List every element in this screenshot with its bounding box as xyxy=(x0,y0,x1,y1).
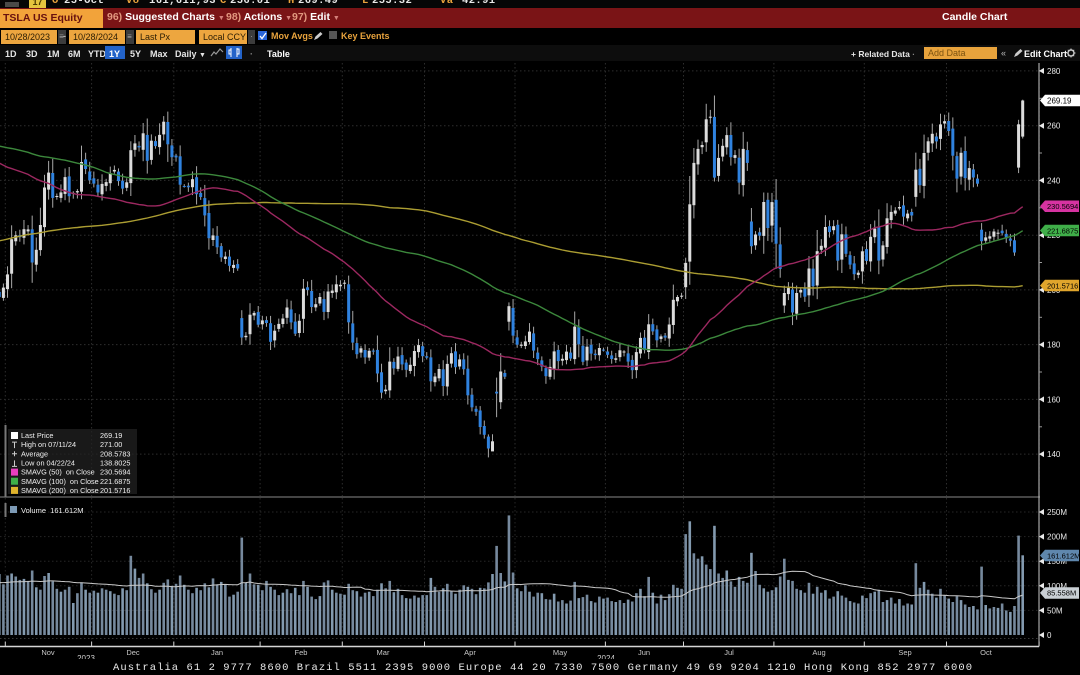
svg-text:221.6875: 221.6875 xyxy=(1047,226,1078,235)
svg-text:250M: 250M xyxy=(1047,508,1067,517)
svg-text:85.558M: 85.558M xyxy=(1047,589,1076,598)
svg-text:140: 140 xyxy=(1047,450,1061,459)
svg-text:200M: 200M xyxy=(1047,533,1067,542)
svg-text:269.19: 269.19 xyxy=(1047,96,1072,105)
svg-text:208.5783: 208.5783 xyxy=(100,449,130,458)
svg-text:Jun: Jun xyxy=(638,648,650,657)
svg-text:SMAVG (200) on Close: SMAVG (200) on Close xyxy=(21,486,99,495)
svg-text:SMAVG (50) on Close: SMAVG (50) on Close xyxy=(21,468,95,477)
svg-text:230.5694: 230.5694 xyxy=(1047,202,1078,211)
svg-text:Dec: Dec xyxy=(126,648,140,657)
svg-text:201.5716: 201.5716 xyxy=(100,486,130,495)
svg-text:Sep: Sep xyxy=(898,648,911,657)
svg-text:138.8025: 138.8025 xyxy=(100,459,130,468)
svg-text:180: 180 xyxy=(1047,341,1061,350)
svg-text:50M: 50M xyxy=(1047,606,1063,615)
svg-text:269.19: 269.19 xyxy=(100,431,122,440)
svg-text:SMAVG (100) on Close: SMAVG (100) on Close xyxy=(21,477,99,486)
svg-text:2024: 2024 xyxy=(597,654,615,659)
svg-text:Feb: Feb xyxy=(295,648,308,657)
svg-text:Volume 161.612M: Volume 161.612M xyxy=(21,506,84,515)
svg-text:230.5694: 230.5694 xyxy=(100,468,130,477)
svg-text:Jul: Jul xyxy=(724,648,734,657)
svg-text:High on 07/11/24: High on 07/11/24 xyxy=(21,440,76,449)
svg-text:Oct: Oct xyxy=(980,648,993,657)
svg-text:Mar: Mar xyxy=(377,648,390,657)
svg-text:2023: 2023 xyxy=(77,654,95,659)
svg-text:260: 260 xyxy=(1047,122,1061,131)
svg-text:0: 0 xyxy=(1047,631,1052,640)
svg-text:160: 160 xyxy=(1047,395,1061,404)
svg-text:271.00: 271.00 xyxy=(100,440,122,449)
svg-text:201.5716: 201.5716 xyxy=(1047,281,1078,290)
svg-text:Jan: Jan xyxy=(211,648,223,657)
svg-text:150M: 150M xyxy=(1047,557,1067,566)
svg-text:240: 240 xyxy=(1047,176,1061,185)
svg-text:280: 280 xyxy=(1047,67,1061,76)
svg-text:Average: Average xyxy=(21,449,48,458)
svg-text:161.612M: 161.612M xyxy=(1047,551,1080,560)
svg-text:Nov: Nov xyxy=(41,648,55,657)
svg-text:100M: 100M xyxy=(1047,582,1067,591)
svg-text:Aug: Aug xyxy=(812,648,825,657)
svg-text:Apr: Apr xyxy=(464,648,476,657)
svg-text:221.6875: 221.6875 xyxy=(100,477,130,486)
svg-text:May: May xyxy=(553,648,567,657)
svg-text:Low on 04/22/24: Low on 04/22/24 xyxy=(21,459,75,468)
svg-text:Last Price: Last Price xyxy=(21,431,53,440)
